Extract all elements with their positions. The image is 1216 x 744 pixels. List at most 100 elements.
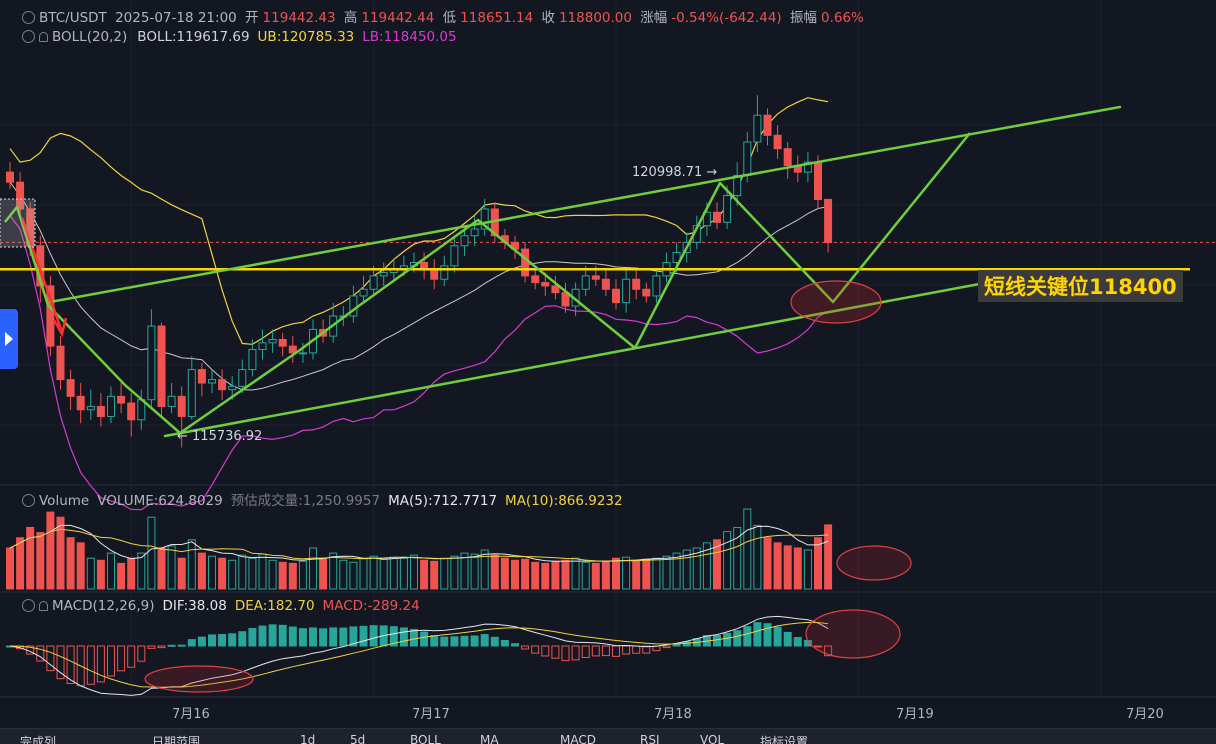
x-tick-label: 7月16: [172, 707, 210, 722]
candle-up: [440, 265, 449, 280]
bottom-toolbar-item[interactable]: 指标设置: [760, 735, 809, 744]
macd-histogram-bar: [581, 645, 590, 658]
volume-bar: [480, 549, 489, 590]
volume-bar: [692, 547, 701, 590]
visibility-eye-icon[interactable]: [22, 599, 35, 612]
candle-up: [702, 211, 711, 227]
macd-histogram-bar: [561, 645, 570, 662]
visibility-eye-icon[interactable]: [22, 30, 35, 43]
macd-histogram-bar: [470, 635, 479, 647]
zigzag-pattern-line: [4, 132, 971, 435]
candle-up: [480, 208, 489, 230]
macd-histogram-bar: [298, 628, 307, 647]
visibility-eye-icon[interactable]: [22, 494, 35, 507]
bottom-toolbar-item[interactable]: 1d: [300, 733, 316, 744]
macd-histogram-bar: [723, 632, 732, 647]
datetime-label: 2025-07-18 21:00: [115, 10, 237, 26]
candle-down: [278, 338, 287, 347]
bottom-toolbar-item[interactable]: 完成列: [20, 735, 57, 744]
bell-icon[interactable]: [39, 601, 48, 611]
macd-histogram-bar: [117, 645, 126, 672]
macd-histogram-bar: [460, 635, 469, 647]
bell-icon[interactable]: [39, 32, 48, 42]
macd-histogram-bar: [157, 645, 166, 649]
volume-bar: [218, 557, 227, 590]
amplitude-value: 0.66%: [821, 10, 864, 26]
macd-histogram-bar: [177, 644, 186, 647]
macd-histogram-bar: [288, 626, 297, 647]
chart-background: [0, 0, 1216, 728]
candle-up: [187, 369, 196, 417]
volume-bar: [652, 557, 661, 590]
candle-down: [783, 148, 792, 166]
bottom-toolbar-item[interactable]: RSI: [640, 733, 660, 744]
bottom-toolbar-item[interactable]: 日期范围: [152, 735, 201, 744]
volume-bar: [733, 526, 742, 590]
volume-bar: [814, 537, 822, 590]
volume-bar: [541, 562, 550, 590]
macd-dif-value: DIF:38.08: [162, 598, 227, 614]
volume-bar: [96, 559, 105, 590]
candle-down: [541, 282, 550, 287]
candle-down: [6, 171, 14, 183]
volume-legend: Volume VOLUME:624.8029 预估成交量:1,250.9957 MA(…: [22, 489, 627, 509]
candle-down: [56, 345, 65, 381]
candle-down: [157, 325, 166, 407]
candle-down: [612, 288, 620, 304]
volume-bar: [76, 542, 85, 590]
volume-bar: [743, 508, 752, 590]
macd-dea-line: [9, 621, 829, 688]
bottom-toolbar: 完成列 日期范围 1d 5d BOLL MA MACD RSI VOL 指标设置: [0, 728, 1216, 744]
macd-histogram-bar: [773, 626, 782, 647]
macd-histogram-bar: [410, 628, 418, 647]
volume-bar: [248, 557, 257, 590]
candle-down: [531, 275, 540, 284]
volume-bar: [793, 547, 802, 590]
volume-bar: [359, 557, 368, 590]
x-tick-label: 7月20: [1126, 707, 1164, 722]
macd-histogram-bar: [319, 628, 328, 647]
chart-canvas[interactable]: 120998.71 → ← 115736.92: [0, 0, 1216, 728]
bottom-toolbar-item[interactable]: 5d: [350, 733, 366, 744]
macd-histogram-bar: [541, 645, 550, 657]
macd-histogram-bar: [733, 630, 742, 647]
macd-histogram-bar: [309, 627, 317, 647]
macd-histogram-bar: [258, 625, 267, 647]
macd-histogram-bar: [389, 626, 398, 647]
volume-bar: [127, 557, 136, 590]
candle-up: [258, 342, 267, 351]
volume-bar: [339, 559, 348, 590]
volume-bar: [521, 558, 530, 590]
volume-bar: [662, 555, 671, 590]
amplitude-label: 振幅: [790, 10, 817, 26]
bottom-toolbar-item[interactable]: VOL: [700, 733, 725, 744]
boll-upper-line: [9, 97, 829, 345]
expand-panel-button[interactable]: [0, 309, 18, 369]
macd-histogram-bar: [137, 645, 146, 662]
volume-bar: [309, 547, 317, 590]
volume-bar: [763, 537, 772, 590]
period-high-label: 120998.71 →: [632, 165, 717, 180]
volume-bar: [511, 559, 519, 590]
bottom-toolbar-item[interactable]: BOLL: [410, 733, 441, 744]
volume-bar: [86, 557, 95, 590]
volume-bar: [319, 557, 328, 590]
bottom-toolbar-item[interactable]: MACD: [560, 733, 596, 744]
bottom-toolbar-item[interactable]: MA: [480, 733, 499, 744]
macd-histogram-bar: [521, 645, 530, 650]
candle-down: [197, 369, 206, 384]
candle-up: [450, 245, 459, 267]
candle-up: [672, 251, 681, 263]
volume-bar: [16, 537, 25, 590]
visibility-eye-icon[interactable]: [22, 11, 35, 24]
macd-histogram-bar: [480, 634, 489, 647]
x-tick-label: 7月19: [896, 707, 934, 722]
volume-bar: [137, 552, 146, 590]
candle-up: [298, 352, 307, 355]
candle-up: [369, 275, 378, 290]
candle-down: [632, 278, 641, 290]
volume-bar: [612, 557, 620, 590]
candle-down: [218, 379, 227, 391]
candle-down: [551, 285, 560, 294]
macd-histogram-bar: [208, 634, 216, 647]
